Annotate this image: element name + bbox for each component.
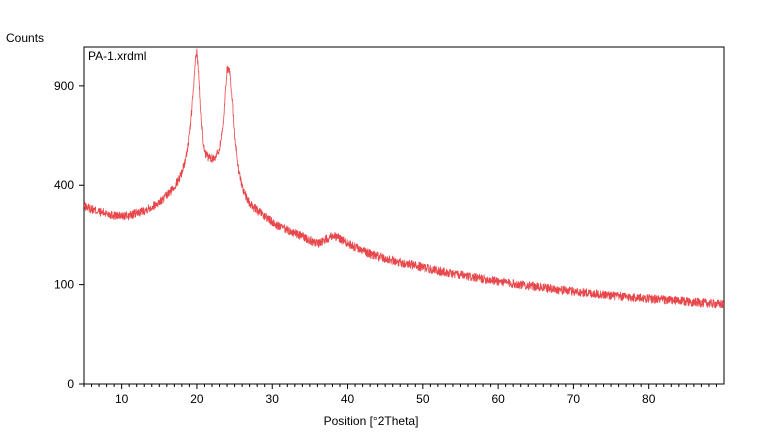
y-tick-label: 100 — [54, 278, 74, 292]
y-tick-label: 0 — [67, 377, 74, 391]
y-axis-title: Counts — [6, 31, 44, 45]
series-layer — [84, 48, 724, 309]
y-tick-label: 400 — [54, 178, 74, 192]
x-tick-label: 60 — [491, 392, 505, 406]
x-tick-label: 20 — [190, 392, 204, 406]
file-label: PA-1.xrdml — [88, 49, 146, 63]
ticks-layer: 10 20 30 40 50 60 70 80 0 100 400 900 — [54, 79, 717, 406]
plot-area — [83, 46, 725, 385]
x-tick-label: 80 — [642, 392, 656, 406]
x-tick-label: 70 — [567, 392, 581, 406]
x-tick-label: 10 — [115, 392, 129, 406]
x-axis-title: Position [°2Theta] — [324, 414, 419, 428]
x-tick-label: 40 — [341, 392, 355, 406]
x-tick-label: 30 — [266, 392, 280, 406]
x-tick-label: 50 — [416, 392, 430, 406]
y-tick-label: 900 — [54, 79, 74, 93]
xrd-pattern-line — [84, 48, 724, 309]
